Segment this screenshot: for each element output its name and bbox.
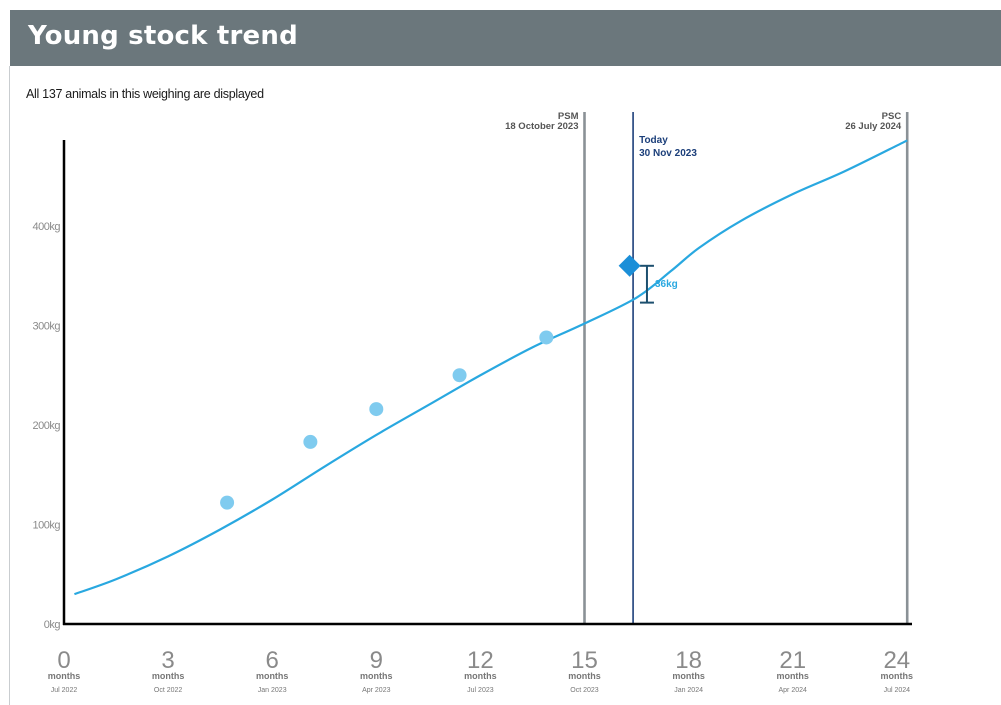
x-tick-number-6: 18 xyxy=(675,647,702,674)
marker-label-1-1: 30 Nov 2023 xyxy=(639,148,697,159)
x-tick-number-7: 21 xyxy=(779,647,806,674)
y-tick-label-4: 400kg xyxy=(33,221,61,233)
current-weight-diamond xyxy=(618,254,641,277)
x-tick-number-3: 9 xyxy=(370,647,383,674)
x-tick-unit-4: months xyxy=(464,671,497,681)
x-tick-number-5: 15 xyxy=(571,647,598,674)
x-tick-unit-3: months xyxy=(360,671,393,681)
x-tick-date-3: Apr 2023 xyxy=(362,687,391,694)
x-tick-date-6: Jan 2024 xyxy=(674,687,703,694)
marker-label-2-1: 26 July 2024 xyxy=(845,121,902,132)
x-tick-date-5: Oct 2023 xyxy=(570,687,599,694)
panel-left-border xyxy=(9,66,10,705)
x-tick-number-8: 24 xyxy=(883,647,910,674)
x-tick-number-4: 12 xyxy=(467,647,494,674)
x-tick-unit-6: months xyxy=(672,671,705,681)
panel-title: Young stock trend xyxy=(28,21,298,51)
x-tick-date-8: Jul 2024 xyxy=(884,687,911,694)
marker-label-0-0: PSM xyxy=(558,111,579,122)
x-tick-unit-0: months xyxy=(48,671,81,681)
target-growth-curve xyxy=(74,139,908,596)
y-tick-label-0: 0kg xyxy=(44,619,61,631)
x-tick-date-0: Jul 2022 xyxy=(51,687,78,694)
weighing-point-2 xyxy=(369,402,384,417)
y-tick-label-2: 200kg xyxy=(33,420,61,432)
y-tick-label-1: 100kg xyxy=(33,520,61,532)
x-tick-date-2: Jan 2023 xyxy=(258,687,287,694)
x-tick-unit-1: months xyxy=(152,671,185,681)
gap-label: 36kg xyxy=(655,279,678,290)
panel-header: Young stock trend xyxy=(10,10,1001,66)
y-tick-label-3: 300kg xyxy=(33,321,61,333)
x-tick-date-4: Jul 2023 xyxy=(467,687,494,694)
x-tick-unit-7: months xyxy=(776,671,809,681)
x-tick-date-1: Oct 2022 xyxy=(154,687,183,694)
weighing-point-1 xyxy=(303,434,318,449)
x-tick-date-7: Apr 2024 xyxy=(778,687,807,694)
chart-subtitle: All 137 animals in this weighing are dis… xyxy=(26,87,264,101)
marker-label-0-1: 18 October 2023 xyxy=(505,121,578,132)
weighing-point-4 xyxy=(539,330,554,345)
marker-label-2-0: PSC xyxy=(882,111,902,122)
x-tick-number-1: 3 xyxy=(161,647,174,674)
weighing-point-3 xyxy=(452,368,467,383)
x-tick-unit-8: months xyxy=(881,671,914,681)
x-tick-number-2: 6 xyxy=(266,647,279,674)
weighing-point-0 xyxy=(220,495,235,510)
x-tick-unit-5: months xyxy=(568,671,601,681)
x-tick-number-0: 0 xyxy=(57,647,70,674)
marker-label-1-0: Today xyxy=(639,135,668,146)
x-tick-unit-2: months xyxy=(256,671,289,681)
